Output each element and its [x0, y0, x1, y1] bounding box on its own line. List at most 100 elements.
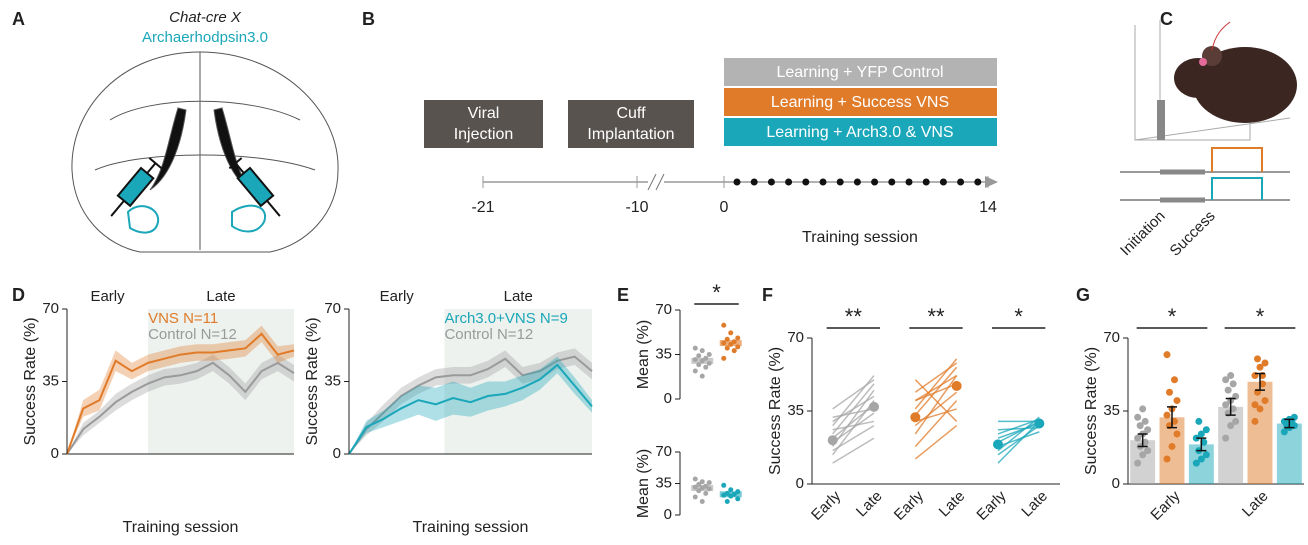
- point: [1252, 401, 1259, 408]
- panel-label: B: [362, 9, 375, 29]
- point: [693, 485, 698, 490]
- y-tick-label: 70: [655, 443, 672, 460]
- session-dot: [940, 179, 947, 186]
- region-label: Early: [380, 288, 415, 305]
- point: [1164, 455, 1171, 462]
- point: [1166, 389, 1173, 396]
- y-tick-label: 70: [1103, 329, 1120, 346]
- x-tick-label: Early: [891, 487, 928, 524]
- point: [1203, 426, 1210, 433]
- point: [693, 369, 698, 374]
- legend-entry: Control N=12: [444, 326, 533, 343]
- point: [693, 477, 698, 482]
- bar: [1248, 382, 1273, 484]
- point: [1254, 355, 1261, 362]
- significance-label: *: [1014, 304, 1023, 329]
- point: [725, 337, 730, 342]
- point: [707, 480, 712, 485]
- session-dot: [974, 179, 981, 186]
- paired-line: [915, 426, 956, 459]
- title: Archaerhodpsin3.0: [142, 29, 268, 46]
- point: [1227, 372, 1234, 379]
- y-tick-label: 35: [324, 372, 341, 389]
- event-label: Success: [1167, 208, 1219, 260]
- region-label: Late: [504, 288, 533, 305]
- session-dot: [734, 179, 741, 186]
- point: [1252, 418, 1259, 425]
- significance-label: **: [927, 304, 945, 329]
- condition-label: Learning + Success VNS: [771, 94, 949, 111]
- bar: [1277, 424, 1302, 484]
- y-tick-label: 35: [655, 474, 672, 491]
- significance-label: **: [845, 304, 863, 329]
- point: [696, 362, 701, 367]
- session-dot: [751, 179, 758, 186]
- point: [1203, 451, 1210, 458]
- x-tick-label: Late: [1018, 488, 1051, 521]
- point: [1144, 447, 1151, 454]
- y-tick-label: 35: [1103, 402, 1120, 419]
- y-tick-label: 70: [42, 300, 59, 317]
- mean-point: [828, 435, 838, 445]
- session-dot: [906, 179, 913, 186]
- point: [700, 348, 705, 353]
- point: [1139, 405, 1146, 412]
- point: [725, 499, 730, 504]
- point: [1164, 412, 1171, 419]
- significance-label: *: [712, 280, 721, 305]
- session-dot: [957, 179, 964, 186]
- point: [696, 353, 701, 358]
- y-axis-label: Success Rate (%): [304, 317, 321, 445]
- panel-label: A: [12, 9, 25, 29]
- point: [721, 483, 726, 488]
- legend-entry: Arch3.0+VNS N=9: [444, 310, 567, 327]
- y-axis-label: Mean (%): [635, 320, 652, 389]
- point: [703, 491, 708, 496]
- region-label: Late: [206, 288, 235, 305]
- session-dot: [923, 179, 930, 186]
- session-dot: [871, 179, 878, 186]
- point: [728, 330, 733, 335]
- point: [1195, 418, 1202, 425]
- point: [1171, 376, 1178, 383]
- x-axis-label: Training session: [413, 519, 529, 536]
- timeline-arrow: [985, 176, 998, 188]
- timeline-tick-label: 0: [720, 199, 729, 216]
- session-dot: [768, 179, 775, 186]
- timeline-tick-label: -10: [625, 199, 648, 216]
- session-dot: [888, 179, 895, 186]
- y-tick-label: 0: [664, 390, 672, 407]
- point: [1134, 460, 1141, 467]
- panel-label: G: [1076, 285, 1090, 305]
- point: [707, 352, 712, 357]
- y-tick-label: 70: [324, 300, 341, 317]
- point: [721, 493, 726, 498]
- legend-entry: Control N=12: [148, 326, 237, 343]
- procedure-label: Implantation: [587, 126, 674, 143]
- point: [1232, 418, 1239, 425]
- procedure-label: Viral: [468, 105, 500, 122]
- x-axis-label: Training session: [123, 519, 239, 536]
- y-tick-label: 35: [787, 402, 804, 419]
- timeline-label: Training session: [802, 229, 918, 246]
- point: [707, 361, 712, 366]
- point: [1174, 397, 1181, 404]
- paired-line: [833, 380, 874, 409]
- session-dot: [854, 179, 861, 186]
- point: [693, 346, 698, 351]
- y-tick-label: 0: [1112, 475, 1120, 492]
- procedure-label: Injection: [454, 126, 514, 143]
- point: [707, 486, 712, 491]
- x-tick-label: Early: [808, 487, 845, 524]
- point: [1174, 430, 1181, 437]
- x-tick-label: Early: [973, 487, 1010, 524]
- y-tick-label: 0: [664, 506, 672, 523]
- point: [693, 495, 698, 500]
- point: [1144, 426, 1151, 433]
- point: [700, 499, 705, 504]
- point: [1230, 380, 1237, 387]
- point: [735, 496, 740, 501]
- mean-point: [1034, 419, 1044, 429]
- point: [728, 342, 733, 347]
- point: [1142, 418, 1149, 425]
